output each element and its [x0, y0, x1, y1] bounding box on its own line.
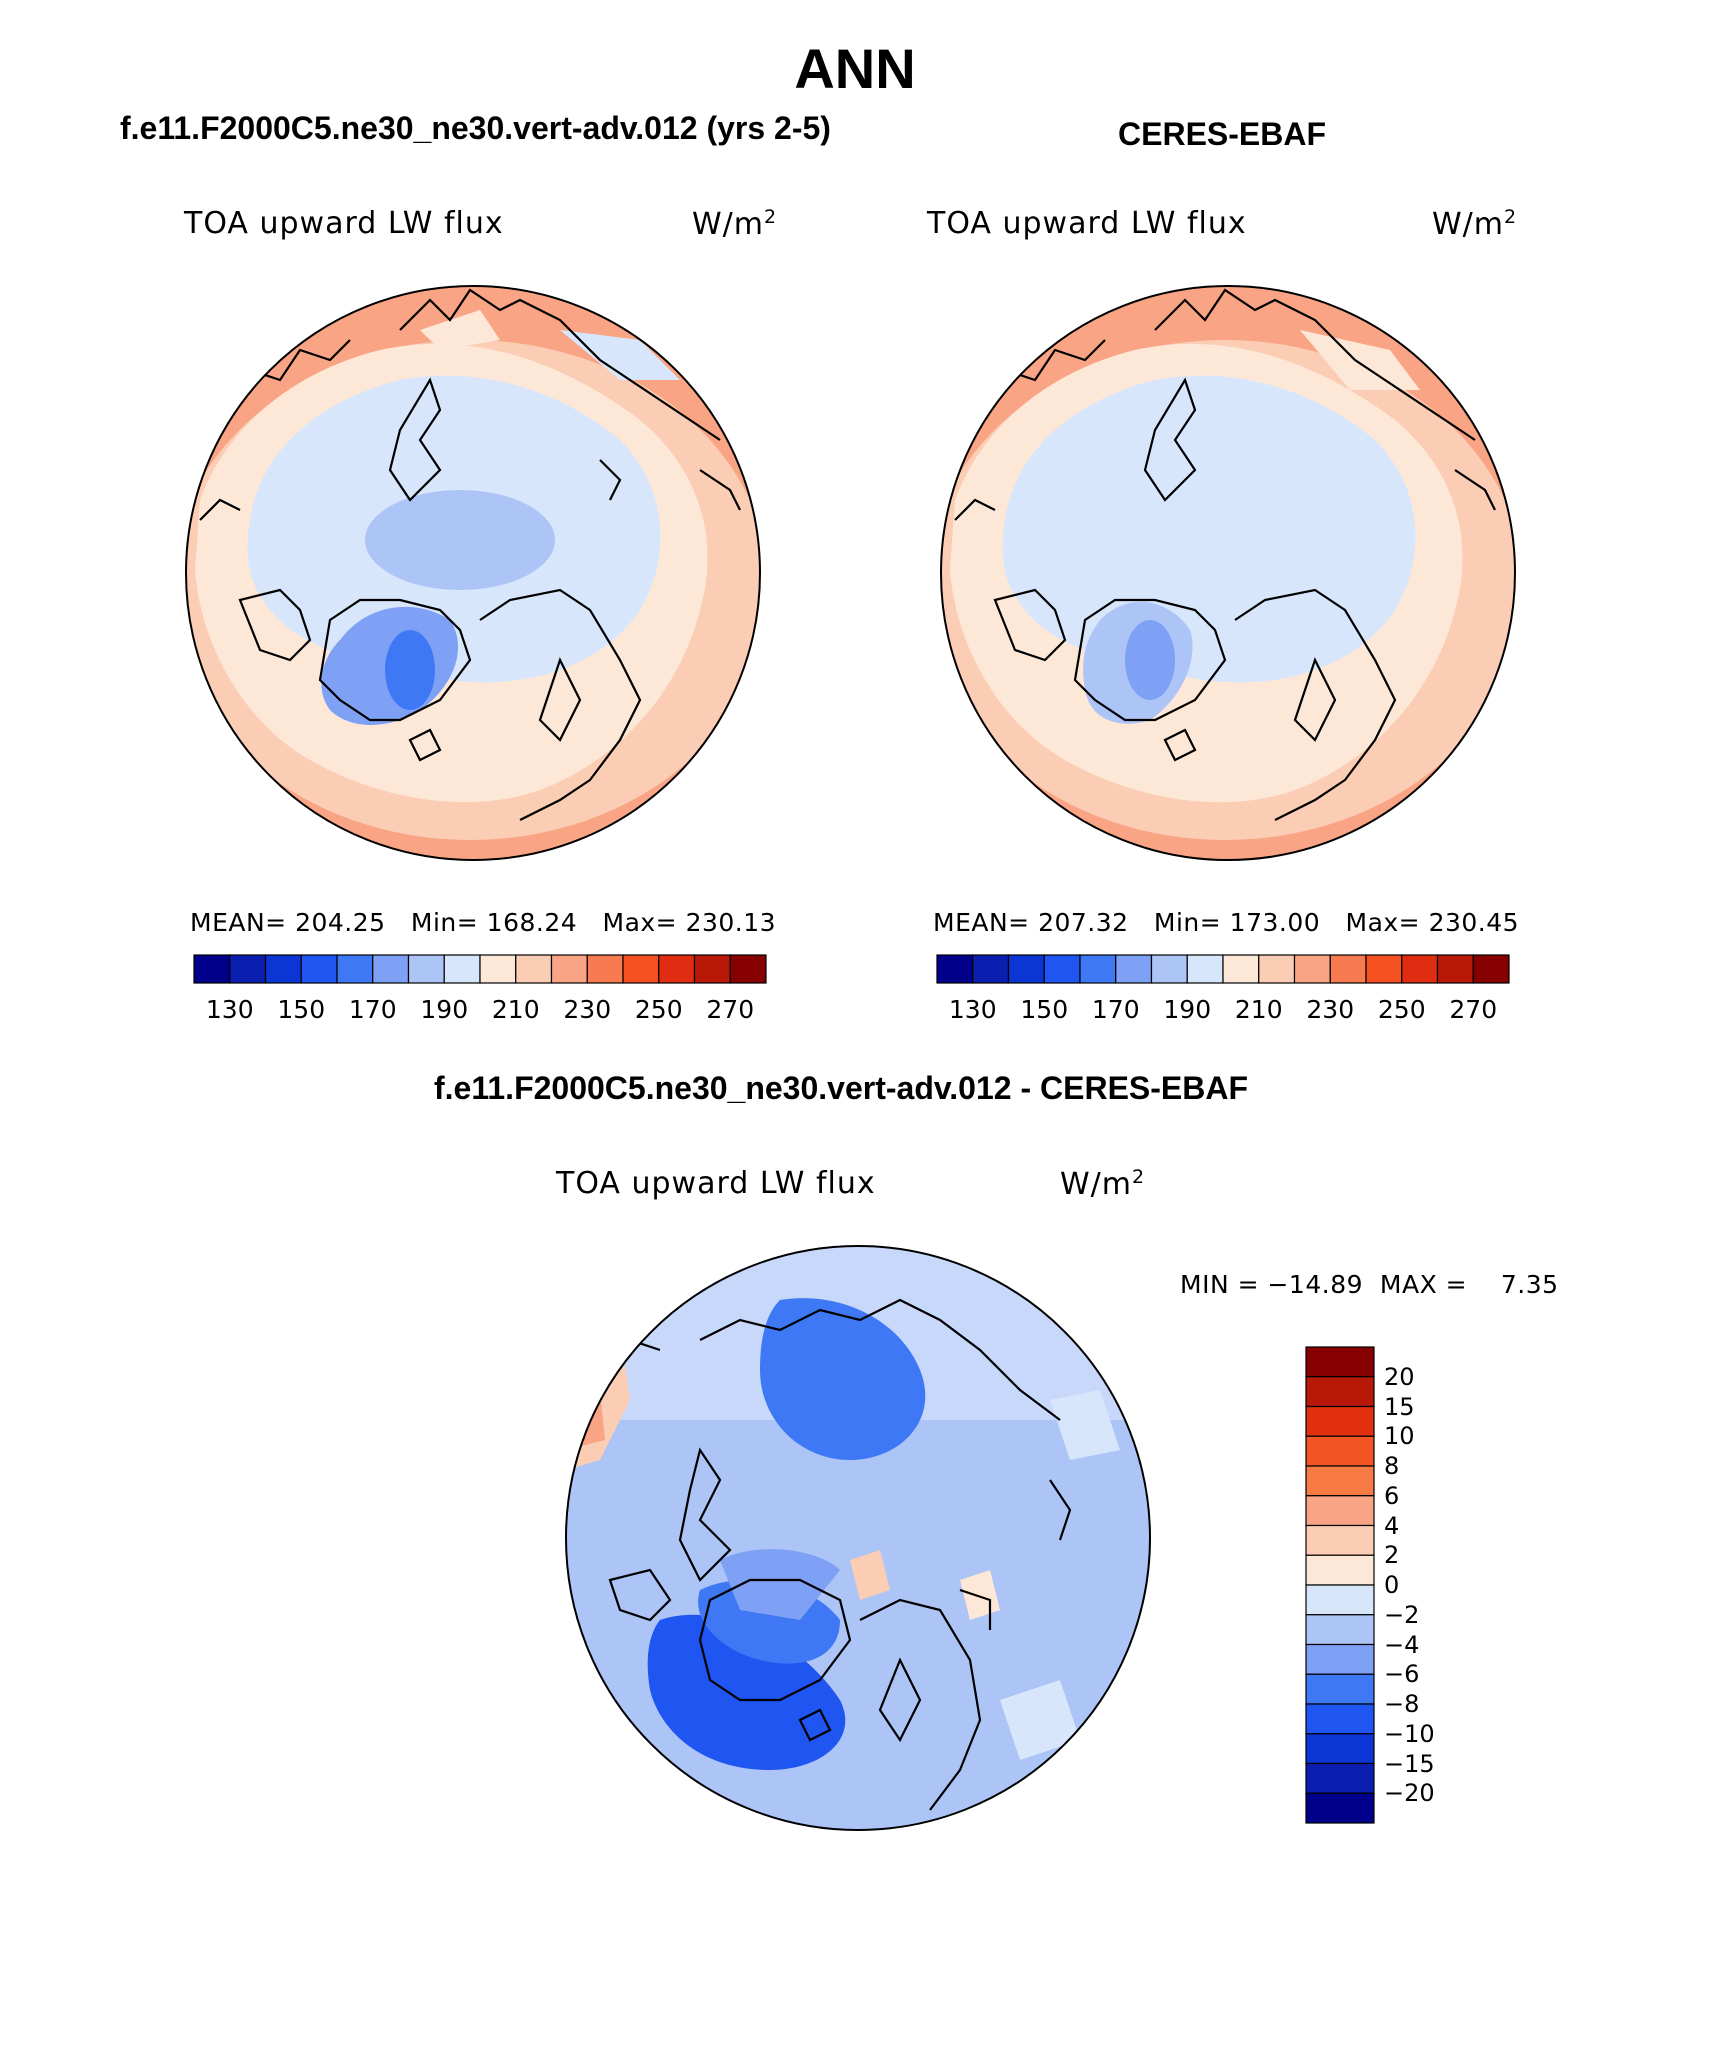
panel-3-case-title: f.e11.F2000C5.ne30_ne30.vert-adv.012 - C…	[434, 1070, 1249, 1106]
colorbar-obs	[936, 954, 1510, 984]
colorbar-obs-tick-label: 170	[1091, 995, 1140, 1024]
colorbar-model-tick-label: 270	[706, 995, 755, 1024]
colorbar-obs-tick-label: 250	[1377, 995, 1426, 1024]
panel-3-minmax: MIN = −14.89 MAX = 7.35	[1180, 1270, 1559, 1299]
colorbar-model-swatch	[586, 954, 624, 984]
colorbar-model-tick-label: 170	[348, 995, 397, 1024]
colorbar-difference-tick-label: −20	[1384, 1779, 1435, 1808]
colorbar-difference-tick-label: −8	[1384, 1690, 1420, 1718]
map-difference	[565, 1245, 1151, 1831]
colorbar-model-swatch	[300, 954, 338, 984]
colorbar-obs-tick-label: 150	[1020, 995, 1069, 1024]
colorbar-difference-tick-label: −10	[1384, 1719, 1435, 1748]
colorbar-difference-swatch	[1305, 1792, 1375, 1824]
panel-2-stats: MEAN= 207.32 Min= 173.00 Max= 230.45	[933, 908, 1520, 937]
colorbar-obs-swatch	[1293, 954, 1331, 984]
colorbar-difference-swatch	[1305, 1733, 1375, 1765]
colorbar-obs-swatch	[1258, 954, 1296, 984]
map-model	[185, 285, 761, 861]
colorbar-difference-tick-label: −6	[1384, 1660, 1420, 1689]
colorbar-difference-swatch	[1305, 1673, 1375, 1705]
panel-2-units: W/m2	[1432, 206, 1518, 242]
season-title: ANN	[794, 37, 916, 100]
colorbar-difference-swatch	[1305, 1495, 1375, 1527]
colorbar-model-swatch	[407, 954, 445, 984]
colorbar-obs-swatch	[1186, 954, 1224, 984]
colorbar-model-swatch	[336, 954, 374, 984]
colorbar-model-swatch	[229, 954, 267, 984]
colorbar-model-tick-label: 130	[205, 995, 254, 1024]
panel-1-field-label: TOA upward LW flux	[184, 206, 504, 241]
colorbar-difference-swatch	[1305, 1584, 1375, 1616]
colorbar-obs-swatch	[1150, 954, 1188, 984]
colorbar-difference-tick-label: −4	[1384, 1630, 1420, 1659]
colorbar-obs-swatch	[972, 954, 1010, 984]
colorbar-obs-tick-label: 210	[1234, 995, 1283, 1024]
panel-3-field-label: TOA upward LW flux	[556, 1166, 876, 1201]
colorbar-difference-tick-label: −15	[1384, 1749, 1435, 1778]
colorbar-difference-swatch	[1305, 1554, 1375, 1586]
colorbar-difference-swatch	[1305, 1703, 1375, 1735]
colorbar-model-swatch	[193, 954, 231, 984]
colorbar-model-swatch	[693, 954, 731, 984]
colorbar-difference-tick-label: 6	[1384, 1481, 1400, 1510]
colorbar-model-swatch	[264, 954, 302, 984]
colorbar-difference-swatch	[1305, 1346, 1375, 1378]
colorbar-obs-swatch	[1436, 954, 1474, 984]
colorbar-difference-tick-label: 15	[1384, 1392, 1415, 1421]
colorbar-difference-swatch	[1305, 1435, 1375, 1467]
colorbar-obs-swatch	[1115, 954, 1153, 984]
colorbar-model-tick-label: 250	[634, 995, 683, 1024]
colorbar-obs-swatch	[936, 954, 974, 984]
panel-2-case-title: CERES-EBAF	[1118, 116, 1327, 152]
panel-1-stats: MEAN= 204.25 Min= 168.24 Max= 230.13	[190, 908, 777, 937]
colorbar-model-swatch	[515, 954, 553, 984]
colorbar-difference-swatch	[1305, 1524, 1375, 1556]
colorbar-obs-tick-label: 270	[1449, 995, 1498, 1024]
colorbar-obs-swatch	[1401, 954, 1439, 984]
colorbar-obs-swatch	[1472, 954, 1510, 984]
colorbar-difference-tick-label: 10	[1384, 1422, 1415, 1451]
colorbar-obs-swatch	[1079, 954, 1117, 984]
colorbar-model-swatch	[479, 954, 517, 984]
colorbar-model-swatch	[550, 954, 588, 984]
colorbar-obs-swatch	[1043, 954, 1081, 984]
colorbar-model-tick-label: 230	[563, 995, 612, 1024]
colorbar-model-swatch	[443, 954, 481, 984]
colorbar-difference-tick-label: 20	[1384, 1362, 1415, 1391]
colorbar-difference-tick-label: 2	[1384, 1541, 1400, 1570]
colorbar-model-swatch	[729, 954, 767, 984]
colorbar-model	[193, 954, 767, 984]
colorbar-model-tick-label: 150	[277, 995, 326, 1024]
colorbar-difference-swatch	[1305, 1762, 1375, 1794]
panel-1-case-title: f.e11.F2000C5.ne30_ne30.vert-adv.012 (yr…	[120, 110, 831, 146]
panel-2-field-label: TOA upward LW flux	[927, 206, 1247, 241]
colorbar-obs-tick-label: 230	[1306, 995, 1355, 1024]
colorbar-model-tick-label: 210	[491, 995, 540, 1024]
colorbar-difference	[1305, 1346, 1375, 1824]
colorbar-obs-swatch	[1222, 954, 1260, 984]
colorbar-difference-swatch	[1305, 1376, 1375, 1408]
map-obs	[940, 285, 1516, 861]
colorbar-difference-tick-label: 0	[1384, 1571, 1400, 1599]
colorbar-difference-swatch	[1305, 1643, 1375, 1675]
colorbar-obs-swatch	[1329, 954, 1367, 984]
colorbar-obs-tick-label: 190	[1163, 995, 1212, 1024]
colorbar-obs-tick-label: 130	[948, 995, 997, 1024]
colorbar-difference-swatch	[1305, 1614, 1375, 1646]
panel-1-units: W/m2	[692, 206, 778, 242]
colorbar-difference-tick-label: 8	[1384, 1452, 1400, 1480]
colorbar-model-swatch	[372, 954, 410, 984]
colorbar-model-swatch	[658, 954, 696, 984]
colorbar-obs-swatch	[1007, 954, 1045, 984]
colorbar-difference-swatch	[1305, 1405, 1375, 1437]
colorbar-model-swatch	[622, 954, 660, 984]
colorbar-difference-swatch	[1305, 1465, 1375, 1497]
colorbar-difference-tick-label: −2	[1384, 1600, 1420, 1629]
panel-3-units: W/m2	[1060, 1166, 1146, 1202]
colorbar-model-tick-label: 190	[420, 995, 469, 1024]
colorbar-obs-swatch	[1365, 954, 1403, 984]
colorbar-difference-tick-label: 4	[1384, 1511, 1400, 1540]
